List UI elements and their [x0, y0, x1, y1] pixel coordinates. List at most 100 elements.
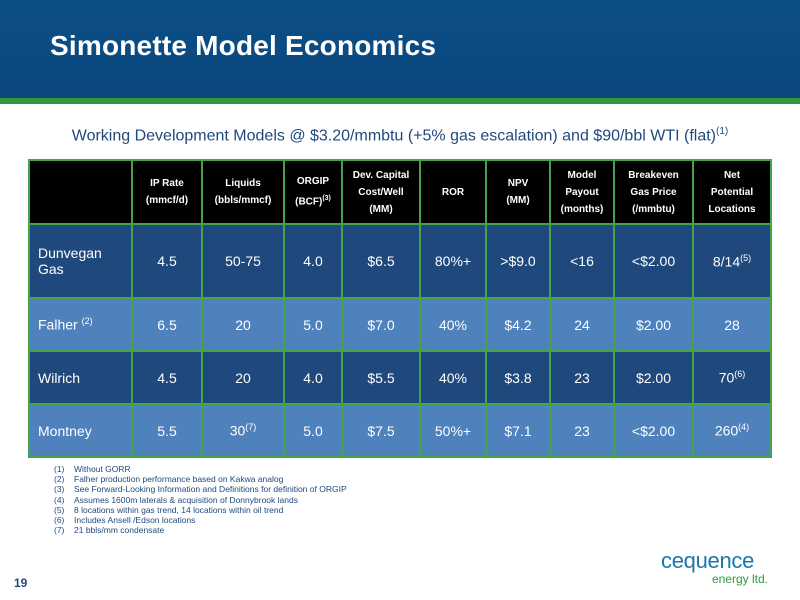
header-text: ORGIP (BCF)	[295, 176, 330, 208]
table-cell: 6.5	[131, 297, 203, 352]
cell-text: 24	[574, 316, 590, 333]
footnote-text: 21 bbls/mm condensate	[74, 525, 165, 536]
cell-footnote-ref: (6)	[734, 369, 746, 380]
table-cell: 8/14(5)	[692, 223, 772, 299]
cell-footnote-ref: (2)	[81, 316, 93, 327]
cell-footnote-ref: (4)	[738, 422, 750, 433]
footnote-text: Assumes 1600m laterals & acquisition of …	[74, 494, 298, 505]
footnote-number: (3)	[54, 484, 65, 495]
table-cell: 260(4)	[692, 403, 772, 458]
table-cell: 50-75	[201, 223, 285, 299]
cell-text: 80%+	[434, 253, 472, 269]
table-cell: 5.0	[283, 297, 343, 352]
slide-title: Simonette Model Economics	[50, 30, 437, 61]
cell-text: <$2.00	[631, 253, 676, 269]
table-cell: $2.00	[613, 350, 694, 405]
table-cell: $5.5	[341, 350, 421, 405]
cell-text: $7.0	[367, 316, 395, 333]
table-header-cell: Model Payout (months)	[549, 159, 615, 225]
table-header-cell: Net Potential Locations	[692, 159, 772, 225]
cell-text: 50-75	[225, 253, 261, 269]
table-header-cell	[28, 159, 133, 225]
cell-text: 23	[574, 422, 590, 439]
table-cell: 5.5	[131, 403, 203, 458]
cell-text: $7.5	[367, 422, 395, 439]
footnote-number: (5)	[54, 504, 65, 515]
table-cell: 40%	[419, 297, 487, 352]
cell-text: 5.0	[303, 422, 323, 439]
cell-text: 28	[724, 316, 740, 333]
table-cell: 28	[692, 297, 772, 352]
header-text: IP Rate (mmcf/d)	[145, 178, 189, 206]
footnote-item: (6) Includes Ansell /Edson locations	[54, 515, 347, 525]
cell-text: 260	[714, 422, 739, 439]
economics-table: IP Rate (mmcf/d) Liquids (bbls/mmcf) ORGIP…	[28, 159, 772, 458]
title-bar-accent-line	[0, 98, 800, 104]
header-text: Dev. Capital Cost/Well (MM)	[352, 169, 410, 215]
header-text: Net Potential Locations	[708, 169, 756, 215]
table-cell: 5.0	[283, 403, 343, 458]
footnotes-list: (1) Without GORR (2) Falher production per…	[54, 464, 347, 535]
table-cell: 24	[549, 297, 615, 352]
cell-text: <$2.00	[631, 422, 676, 439]
footnote-item: (2) Falher production performance based o…	[54, 474, 347, 484]
table-cell: $3.8	[485, 350, 551, 405]
table-cell: Wilrich	[28, 350, 133, 405]
table-row: Falher (2) 6.5 20 5.0 $7.0 40% $4.2 24 $…	[28, 297, 772, 352]
subtitle-footnote-ref: (1)	[716, 126, 729, 137]
header-text: Breakeven Gas Price (/mmbtu)	[628, 169, 679, 215]
table-cell: 4.5	[131, 223, 203, 299]
table-header-cell: Dev. Capital Cost/Well (MM)	[341, 159, 421, 225]
cell-text: 40%	[438, 369, 468, 386]
table-cell: $7.5	[341, 403, 421, 458]
page-number: 19	[14, 576, 28, 590]
cell-text: <16	[570, 253, 594, 269]
footnote-number: (4)	[54, 494, 65, 505]
cell-text: $4.2	[504, 316, 532, 333]
cell-text: 70	[718, 369, 735, 386]
cell-text: $6.5	[367, 253, 395, 269]
cell-text: 30	[229, 422, 246, 439]
table-cell: Falher (2)	[28, 297, 133, 352]
footnote-text: 8 locations within gas trend, 14 locatio…	[74, 504, 284, 515]
footnote-text: See Forward-Looking Information and Defi…	[74, 484, 347, 495]
table-cell: 20	[201, 350, 285, 405]
cell-text: 50%+	[434, 422, 472, 439]
table-row: Montney 5.5 30(7) 5.0 $7.5 50%+ $7.1 23 …	[28, 403, 772, 458]
table-cell: 4.0	[283, 350, 343, 405]
cell-text: 5.5	[157, 422, 177, 439]
table-header-cell: Liquids (bbls/mmcf)	[201, 159, 285, 225]
table-cell: 4.0	[283, 223, 343, 299]
header-text: Liquids (bbls/mmcf)	[214, 178, 272, 206]
footnote-item: (5) 8 locations within gas trend, 14 loca…	[54, 505, 347, 515]
cell-text: $3.8	[504, 369, 532, 386]
table-cell: 20	[201, 297, 285, 352]
cell-text: Dunvegan Gas	[38, 245, 102, 277]
cell-text: Falher	[38, 316, 82, 333]
cell-text: 20	[235, 316, 251, 333]
cell-text: Wilrich	[38, 369, 80, 386]
company-logo: cequence energy ltd.	[661, 548, 771, 588]
table-cell: $4.2	[485, 297, 551, 352]
header-text: Model Payout (months)	[560, 169, 604, 215]
slide-subtitle: Working Development Models @ $3.20/mmbtu…	[0, 126, 800, 145]
cell-text: $2.00	[635, 316, 672, 333]
table-cell: <$2.00	[613, 403, 694, 458]
cell-text: Montney	[38, 422, 92, 439]
table-cell: 30(7)	[201, 403, 285, 458]
footnote-item: (4) Assumes 1600m laterals & acquisition …	[54, 495, 347, 505]
table-cell: $6.5	[341, 223, 421, 299]
cell-text: 4.5	[157, 253, 177, 269]
footnote-text: Includes Ansell /Edson locations	[74, 515, 196, 526]
cell-text: 8/14	[712, 253, 741, 270]
header-text: ROR	[441, 186, 465, 198]
footnote-item: (1) Without GORR	[54, 464, 347, 474]
table-cell: <16	[549, 223, 615, 299]
table-cell: 4.5	[131, 350, 203, 405]
table-cell: >$9.0	[485, 223, 551, 299]
table-header-cell: IP Rate (mmcf/d)	[131, 159, 203, 225]
footnote-item: (7) 21 bbls/mm condensate	[54, 525, 347, 535]
table-header-cell: ORGIP (BCF)(3)	[283, 159, 343, 225]
logo-wordmark: cequence	[661, 548, 755, 573]
table-cell: 80%+	[419, 223, 487, 299]
